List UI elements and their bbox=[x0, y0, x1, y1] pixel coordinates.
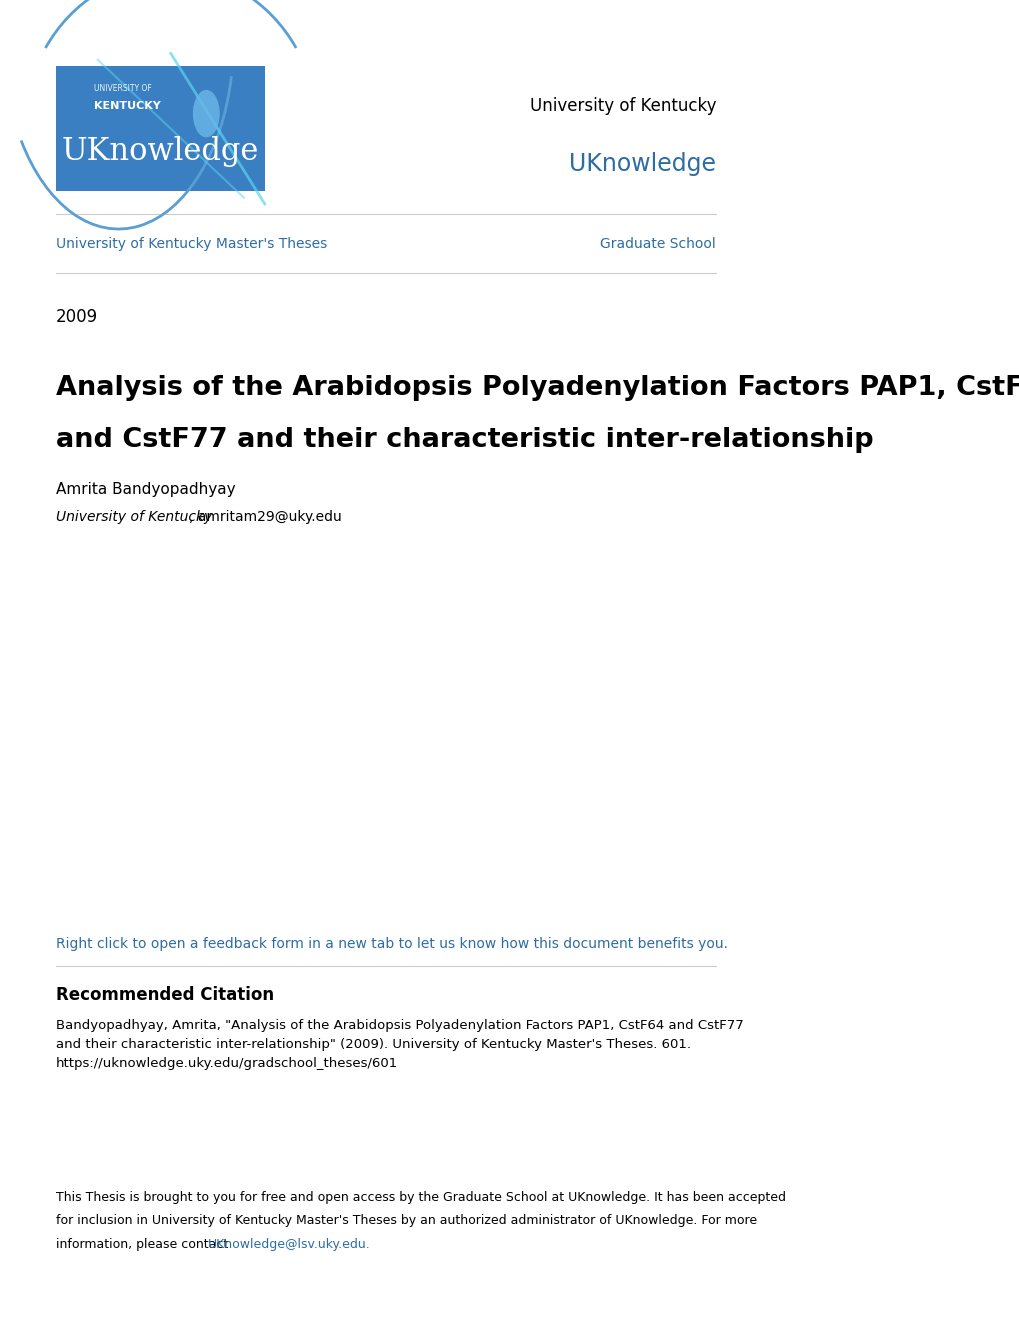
Text: and CstF77 and their characteristic inter-relationship: and CstF77 and their characteristic inte… bbox=[56, 426, 872, 453]
FancyBboxPatch shape bbox=[56, 66, 265, 191]
Text: Graduate School: Graduate School bbox=[599, 236, 715, 251]
Text: for inclusion in University of Kentucky Master's Theses by an authorized adminis: for inclusion in University of Kentucky … bbox=[56, 1214, 756, 1228]
Text: KENTUCKY: KENTUCKY bbox=[94, 102, 160, 111]
Text: Amrita Bandyopadhyay: Amrita Bandyopadhyay bbox=[56, 482, 235, 498]
Text: Analysis of the Arabidopsis Polyadenylation Factors PAP1, CstF64: Analysis of the Arabidopsis Polyadenylat… bbox=[56, 375, 1019, 401]
Text: UKnowledge: UKnowledge bbox=[569, 152, 715, 176]
Text: Right click to open a feedback form in a new tab to let us know how this documen: Right click to open a feedback form in a… bbox=[56, 937, 728, 950]
Text: 2009: 2009 bbox=[56, 308, 98, 326]
Text: University of Kentucky: University of Kentucky bbox=[529, 98, 715, 115]
Text: University of Kentucky: University of Kentucky bbox=[56, 511, 212, 524]
Text: , amritam29@uky.edu: , amritam29@uky.edu bbox=[189, 511, 341, 524]
Text: Recommended Citation: Recommended Citation bbox=[56, 986, 274, 1005]
Text: Bandyopadhyay, Amrita, "Analysis of the Arabidopsis Polyadenylation Factors PAP1: Bandyopadhyay, Amrita, "Analysis of the … bbox=[56, 1019, 743, 1071]
Text: UKnowledge: UKnowledge bbox=[61, 136, 259, 166]
Text: UKnowledge@lsv.uky.edu.: UKnowledge@lsv.uky.edu. bbox=[208, 1238, 371, 1251]
Text: information, please contact: information, please contact bbox=[56, 1238, 232, 1251]
Text: UNIVERSITY OF: UNIVERSITY OF bbox=[94, 84, 151, 94]
Circle shape bbox=[193, 90, 219, 137]
Text: University of Kentucky Master's Theses: University of Kentucky Master's Theses bbox=[56, 236, 327, 251]
Text: This Thesis is brought to you for free and open access by the Graduate School at: This Thesis is brought to you for free a… bbox=[56, 1191, 786, 1204]
